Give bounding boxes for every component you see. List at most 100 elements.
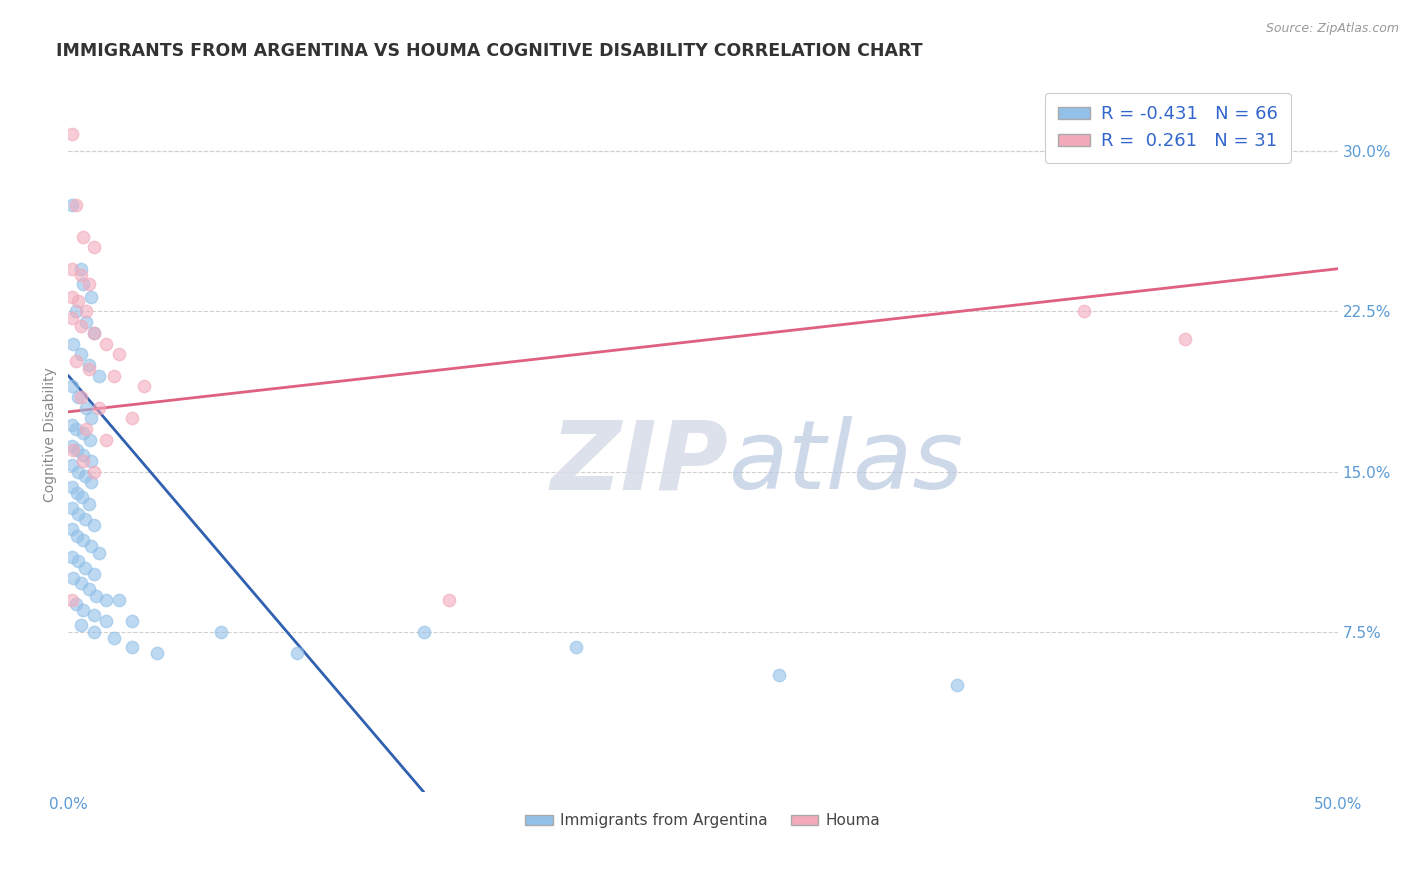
Point bbox=[412, 624, 434, 639]
Point bbox=[80, 454, 103, 468]
Point bbox=[60, 289, 83, 303]
Point bbox=[65, 353, 87, 368]
Point bbox=[77, 362, 100, 376]
Point bbox=[62, 571, 84, 585]
Text: IMMIGRANTS FROM ARGENTINA VS HOUMA COGNITIVE DISABILITY CORRELATION CHART: IMMIGRANTS FROM ARGENTINA VS HOUMA COGNI… bbox=[56, 42, 922, 60]
Point bbox=[62, 336, 84, 351]
Point bbox=[60, 550, 83, 565]
Point bbox=[70, 268, 93, 283]
Point bbox=[72, 448, 94, 462]
Point bbox=[67, 293, 90, 308]
Point bbox=[60, 198, 83, 212]
Point bbox=[70, 618, 93, 632]
Point bbox=[87, 546, 110, 560]
Point bbox=[77, 582, 100, 596]
Point bbox=[67, 390, 90, 404]
Point bbox=[134, 379, 156, 393]
Point bbox=[83, 240, 105, 254]
Point bbox=[103, 368, 125, 383]
Point bbox=[80, 289, 103, 303]
Point bbox=[1174, 332, 1197, 346]
Point bbox=[83, 607, 105, 622]
Point bbox=[67, 465, 90, 479]
Point bbox=[70, 575, 93, 590]
Point bbox=[96, 592, 118, 607]
Point bbox=[87, 368, 110, 383]
Point bbox=[75, 315, 97, 329]
Point bbox=[73, 560, 96, 574]
Point bbox=[60, 592, 83, 607]
Point bbox=[83, 326, 105, 340]
Point bbox=[83, 518, 105, 533]
Point bbox=[1073, 304, 1095, 318]
Point bbox=[75, 401, 97, 415]
Point bbox=[209, 624, 232, 639]
Point bbox=[83, 326, 105, 340]
Point bbox=[437, 592, 460, 607]
Point bbox=[70, 261, 93, 276]
Point bbox=[108, 592, 131, 607]
Point bbox=[65, 597, 87, 611]
Point bbox=[83, 624, 105, 639]
Point bbox=[60, 500, 83, 515]
Point bbox=[72, 533, 94, 547]
Point bbox=[80, 411, 103, 425]
Point bbox=[65, 422, 87, 436]
Point bbox=[80, 540, 103, 554]
Point bbox=[84, 589, 107, 603]
Point bbox=[79, 433, 101, 447]
Point bbox=[70, 390, 93, 404]
Point bbox=[108, 347, 131, 361]
Text: Source: ZipAtlas.com: Source: ZipAtlas.com bbox=[1265, 22, 1399, 36]
Point bbox=[67, 508, 90, 522]
Point bbox=[60, 310, 83, 325]
Point bbox=[75, 304, 97, 318]
Point bbox=[77, 277, 100, 291]
Point bbox=[80, 475, 103, 490]
Point bbox=[72, 603, 94, 617]
Point bbox=[768, 667, 790, 681]
Point bbox=[83, 465, 105, 479]
Point bbox=[66, 443, 89, 458]
Point bbox=[66, 486, 89, 500]
Legend: Immigrants from Argentina, Houma: Immigrants from Argentina, Houma bbox=[519, 807, 887, 834]
Point bbox=[565, 640, 588, 654]
Point bbox=[73, 511, 96, 525]
Point bbox=[121, 614, 143, 628]
Point bbox=[121, 640, 143, 654]
Point bbox=[72, 277, 94, 291]
Point bbox=[60, 522, 83, 536]
Point bbox=[103, 631, 125, 645]
Point bbox=[72, 426, 94, 441]
Point bbox=[60, 261, 83, 276]
Point bbox=[60, 417, 83, 432]
Point bbox=[96, 614, 118, 628]
Point bbox=[70, 319, 93, 334]
Point bbox=[946, 678, 969, 692]
Point bbox=[72, 454, 94, 468]
Point bbox=[146, 646, 169, 660]
Point bbox=[83, 567, 105, 582]
Point bbox=[77, 358, 100, 372]
Text: atlas: atlas bbox=[728, 417, 963, 509]
Text: ZIP: ZIP bbox=[550, 417, 728, 509]
Point bbox=[285, 646, 308, 660]
Point bbox=[62, 443, 84, 458]
Point bbox=[67, 554, 90, 568]
Point bbox=[60, 128, 83, 142]
Point bbox=[77, 497, 100, 511]
Point bbox=[96, 336, 118, 351]
Point bbox=[65, 304, 87, 318]
Point bbox=[96, 433, 118, 447]
Point bbox=[66, 529, 89, 543]
Point bbox=[73, 469, 96, 483]
Point bbox=[60, 379, 83, 393]
Point bbox=[72, 229, 94, 244]
Point bbox=[75, 422, 97, 436]
Point bbox=[70, 347, 93, 361]
Y-axis label: Cognitive Disability: Cognitive Disability bbox=[44, 367, 58, 501]
Point bbox=[65, 198, 87, 212]
Point bbox=[60, 439, 83, 453]
Point bbox=[70, 490, 93, 504]
Point bbox=[60, 480, 83, 494]
